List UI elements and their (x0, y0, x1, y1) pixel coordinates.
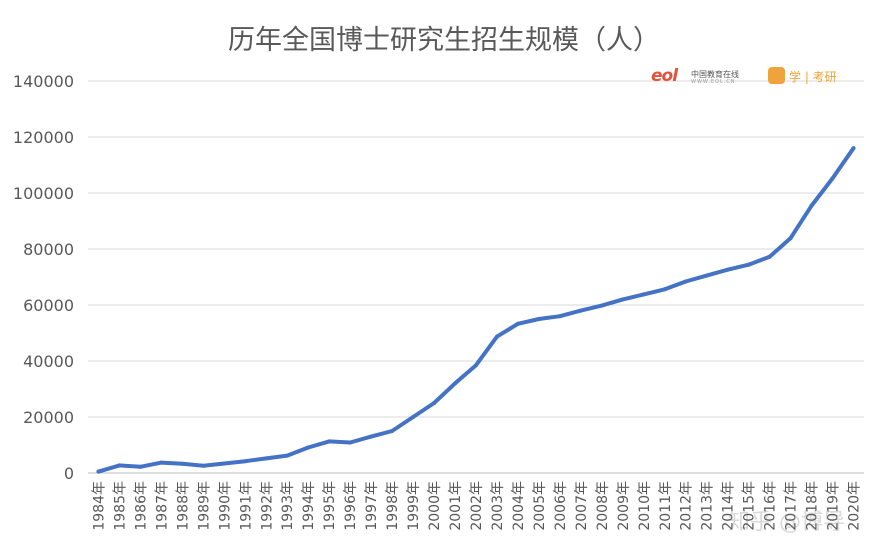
y-tick-label: 80000 (23, 240, 74, 259)
data-point (327, 439, 332, 444)
xue-logo-icon (768, 67, 785, 84)
x-tick-label: 2012年 (679, 481, 695, 531)
data-point (578, 308, 583, 313)
data-point (620, 297, 625, 302)
x-tick-label: 2015年 (742, 481, 758, 531)
data-point (557, 314, 562, 319)
data-point (390, 429, 395, 433)
xue-kaoyan-logo: 学 | 考研 (768, 66, 848, 88)
data-point (138, 464, 143, 469)
x-tick-label: 1989年 (196, 481, 212, 531)
x-tick-label: 1994年 (301, 481, 317, 531)
data-point (767, 254, 772, 259)
data-point (725, 267, 730, 272)
x-tick-label: 1991年 (238, 481, 254, 531)
data-point (411, 415, 416, 419)
y-tick-label: 0 (64, 464, 74, 483)
x-tick-label: 2002年 (469, 481, 485, 531)
data-point (495, 334, 499, 339)
data-point (536, 317, 541, 321)
x-tick-label: 1997年 (364, 481, 380, 531)
eol-logo: eol 中国教育在线 WWW.EOL.CN (651, 66, 759, 88)
data-point (96, 469, 101, 474)
y-tick-label: 20000 (23, 408, 74, 427)
xue-logo-text: 学 | 考研 (789, 70, 837, 84)
data-point (474, 363, 478, 368)
data-point (453, 381, 457, 386)
x-tick-label: 1988年 (175, 481, 191, 531)
x-tick-label: 2019年 (826, 481, 842, 531)
x-tick-label: 2011年 (658, 481, 674, 531)
data-point (788, 236, 793, 241)
x-tick-label: 1995年 (322, 481, 338, 531)
eol-logo-mark: eol (651, 66, 678, 86)
data-point (369, 434, 374, 439)
y-tick-label: 120000 (13, 128, 74, 147)
data-point (306, 445, 311, 450)
x-tick-label: 2009年 (616, 481, 632, 531)
x-tick-label: 2017年 (784, 481, 800, 531)
x-tick-label: 1993年 (280, 481, 296, 531)
x-tick-label: 2008年 (595, 481, 611, 531)
data-point (264, 456, 269, 461)
data-point (222, 461, 227, 466)
x-tick-label: 2010年 (637, 481, 653, 531)
x-tick-label: 1986年 (133, 481, 149, 531)
x-tick-label: 1999年 (406, 481, 422, 531)
data-point (641, 292, 646, 297)
y-tick-label: 60000 (23, 296, 74, 315)
data-point (159, 460, 164, 465)
y-tick-label: 140000 (13, 72, 74, 91)
data-point (662, 287, 667, 292)
x-tick-label: 2007年 (574, 481, 590, 531)
x-tick-label: 2014年 (721, 481, 737, 531)
data-point (830, 176, 835, 181)
data-point (243, 459, 248, 464)
data-point (285, 453, 290, 458)
data-point (432, 401, 437, 405)
x-tick-label: 1998年 (385, 481, 401, 531)
data-point (683, 279, 688, 284)
zhihu-watermark: 知乎 @博导 (728, 510, 845, 535)
chart-title: 历年全国博士研究生招生规模（人） (228, 25, 660, 56)
x-tick-label: 1996年 (343, 481, 359, 531)
x-tick-label: 2000年 (427, 481, 443, 531)
x-tick-label: 2013年 (700, 481, 716, 531)
eol-logo-text: 中国教育在线 (691, 70, 739, 79)
data-point (201, 463, 206, 468)
y-tick-label: 100000 (13, 184, 74, 203)
eol-logo-subtext: WWW.EOL.CN (691, 79, 736, 85)
x-tick-label: 2018年 (805, 481, 821, 531)
x-tick-label: 2004年 (511, 481, 527, 531)
x-tick-label: 2003年 (490, 481, 506, 531)
data-point (851, 146, 856, 151)
x-tick-label: 1987年 (154, 481, 170, 531)
x-tick-label: 2020年 (847, 481, 863, 531)
x-tick-label: 2001年 (448, 481, 464, 531)
data-point (704, 273, 709, 278)
data-point (809, 203, 814, 208)
x-tick-label: 1990年 (217, 481, 233, 531)
data-point (348, 440, 353, 445)
x-tick-label: 1985年 (112, 481, 128, 531)
data-point (180, 461, 185, 466)
x-tick-label: 2005年 (532, 481, 548, 531)
data-point (746, 262, 751, 267)
y-tick-label: 40000 (23, 352, 74, 371)
x-tick-label: 1992年 (259, 481, 275, 531)
data-point (515, 321, 520, 326)
data-point (117, 463, 122, 468)
x-tick-label: 2006年 (553, 481, 569, 531)
x-tick-label: 2016年 (763, 481, 779, 531)
data-point (599, 303, 604, 308)
x-tick-label: 1984年 (91, 481, 107, 531)
series-line (96, 146, 856, 474)
